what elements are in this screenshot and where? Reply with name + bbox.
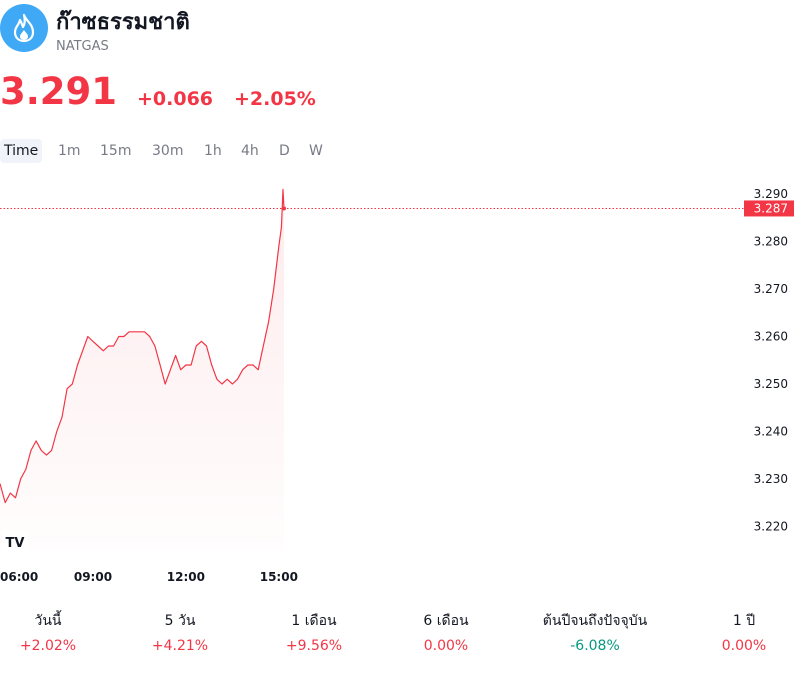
perf-today: วันนี้ +2.02% xyxy=(0,610,96,654)
x-tick-label: 12:00 xyxy=(167,570,205,584)
y-tick-label: 3.250 xyxy=(754,377,788,391)
tab-1m[interactable]: 1m xyxy=(58,143,81,159)
price-area-fill xyxy=(0,189,284,550)
y-tick-label: 3.240 xyxy=(754,424,788,438)
plot-area xyxy=(0,188,744,550)
y-tick-label: 3.260 xyxy=(754,330,788,344)
last-price-badge xyxy=(744,200,794,217)
y-tick-label: 3.270 xyxy=(754,282,788,296)
x-tick-label: 06:00 xyxy=(0,570,38,584)
tradingview-watermark: TV xyxy=(2,530,28,554)
price-change-percent: +2.05% xyxy=(234,88,316,110)
price-chart[interactable]: 3.290 3.280 3.270 3.260 3.250 3.240 3.230 3.220… xyxy=(0,180,800,595)
last-price: 3.291 xyxy=(0,70,118,113)
perf-value: 0.00% xyxy=(721,638,767,654)
tab-4h[interactable]: 4h xyxy=(241,143,259,159)
instrument-ticker: NATGAS xyxy=(56,39,109,54)
price-line xyxy=(0,188,285,504)
perf-value: 0.00% xyxy=(423,638,469,654)
perf-6-months: 6 เดือน 0.00% xyxy=(394,610,498,654)
y-tick-label: 3.280 xyxy=(754,235,788,249)
performance-summary: วันนี้ +2.02% 5 วัน +4.21% 1 เดือน +9.56… xyxy=(0,610,800,670)
y-axis: 3.290 3.280 3.270 3.260 3.250 3.240 3.230 3.220… xyxy=(744,187,794,533)
price-change: +0.066 xyxy=(137,88,214,110)
perf-ytd: ต้นปีจนถึงปัจจุบัน -6.08% xyxy=(530,610,660,654)
tab-d[interactable]: D xyxy=(279,143,290,159)
tab-w[interactable]: W xyxy=(309,143,323,159)
flame-icon xyxy=(0,4,48,52)
perf-label: วันนี้ xyxy=(34,613,62,629)
perf-1-month: 1 เดือน +9.56% xyxy=(262,610,366,654)
y-tick-label: 3.220 xyxy=(754,519,788,533)
y-tick-label: 3.230 xyxy=(754,472,788,486)
instrument-header: ก๊าซธรรมชาติ NATGAS xyxy=(0,0,800,60)
tab-15m[interactable]: 15m xyxy=(100,143,132,159)
perf-5-days: 5 วัน +4.21% xyxy=(130,610,230,654)
x-tick-label: 09:00 xyxy=(74,570,112,584)
last-price-point xyxy=(282,206,286,211)
perf-value: +4.21% xyxy=(151,638,209,654)
tab-time[interactable]: Time xyxy=(0,139,43,163)
perf-label: 5 วัน xyxy=(164,613,196,629)
x-axis: 06:00 09:00 12:00 15:00 xyxy=(0,570,298,584)
perf-label: ต้นปีจนถึงปัจจุบัน xyxy=(542,613,648,629)
perf-label: 1 ปี xyxy=(732,613,756,629)
perf-label: 1 เดือน xyxy=(291,613,337,629)
y-tick-label: 3.290 xyxy=(754,187,788,201)
x-tick-label: 15:00 xyxy=(260,570,298,584)
tab-30m[interactable]: 30m xyxy=(152,143,184,159)
instrument-name: ก๊าซธรรมชาติ xyxy=(56,10,190,35)
perf-value: -6.08% xyxy=(570,638,620,654)
tab-1h[interactable]: 1h xyxy=(204,143,222,159)
watermark-text: TV xyxy=(6,536,25,551)
perf-value: +2.02% xyxy=(19,638,77,654)
perf-value: +9.56% xyxy=(285,638,343,654)
perf-1-year: 1 ปี 0.00% xyxy=(700,610,788,654)
last-price-badge-label: 3.287 xyxy=(754,201,788,215)
perf-label: 6 เดือน xyxy=(423,613,469,629)
